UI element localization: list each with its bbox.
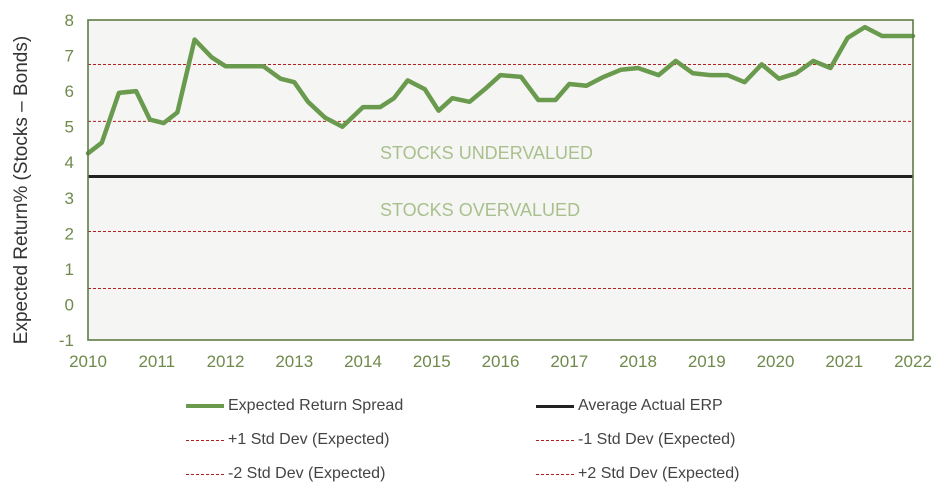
legend-item-expected-return-spread: Expected Return Spread <box>186 397 403 415</box>
chart: STOCKS UNDERVALUED STOCKS OVERVALUED -1 0… <box>11 11 932 371</box>
y-tick-label: 5 <box>65 118 74 137</box>
legend-label: +2 Std Dev (Expected) <box>578 465 740 482</box>
x-tick-label: 2014 <box>344 352 382 371</box>
y-tick-label: -1 <box>59 331 74 350</box>
legend-swatch <box>186 439 224 441</box>
y-axis-label: Expected Return% (Stocks – Bonds) <box>11 36 32 344</box>
y-axis-ticks: -1 0 1 2 3 4 5 6 7 8 <box>59 11 74 350</box>
x-axis-ticks: 2010 2011 2012 2013 2014 2015 2016 2017 2018 2019… <box>69 352 932 371</box>
legend-swatch <box>536 439 574 441</box>
y-tick-label: 8 <box>65 11 74 30</box>
x-tick-label: 2016 <box>482 352 520 371</box>
y-tick-label: 7 <box>65 47 74 66</box>
legend-swatch <box>536 473 574 475</box>
x-tick-label: 2022 <box>894 352 932 371</box>
x-tick-label: 2020 <box>757 352 795 371</box>
legend-label: -2 Std Dev (Expected) <box>228 465 386 482</box>
legend-item-plus-2-std-dev: +2 Std Dev (Expected) <box>536 465 739 483</box>
x-tick-label: 2018 <box>619 352 657 371</box>
stocks-overvalued-label: STOCKS OVERVALUED <box>380 200 580 220</box>
x-tick-label: 2012 <box>207 352 245 371</box>
y-tick-label: 3 <box>65 189 74 208</box>
x-tick-label: 2017 <box>550 352 588 371</box>
legend-label: +1 Std Dev (Expected) <box>228 431 390 448</box>
legend-label: Average Actual ERP <box>578 397 723 414</box>
plot-frame <box>87 19 914 341</box>
y-tick-label: 1 <box>65 260 74 279</box>
legend-item-minus-2-std-dev: -2 Std Dev (Expected) <box>186 465 385 483</box>
x-tick-label: 2013 <box>275 352 313 371</box>
x-tick-label: 2021 <box>825 352 863 371</box>
expected-return-spread-line <box>85 24 916 156</box>
y-tick-label: 0 <box>65 295 74 314</box>
legend-label: -1 Std Dev (Expected) <box>578 431 736 448</box>
y-tick-label: 2 <box>65 224 74 243</box>
y-tick-label: 4 <box>65 153 74 172</box>
plot-area <box>88 20 913 340</box>
legend-item-average-actual-erp: Average Actual ERP <box>536 397 723 415</box>
legend-label: Expected Return Spread <box>228 397 404 414</box>
x-tick-label: 2010 <box>69 352 107 371</box>
x-tick-label: 2011 <box>138 352 175 371</box>
legend-swatch <box>536 404 574 408</box>
stocks-undervalued-label: STOCKS UNDERVALUED <box>380 143 593 163</box>
legend-item-minus-1-std-dev: -1 Std Dev (Expected) <box>536 431 735 449</box>
legend-item-plus-1-std-dev: +1 Std Dev (Expected) <box>186 431 389 449</box>
x-tick-label: 2015 <box>413 352 451 371</box>
y-tick-label: 6 <box>65 82 74 101</box>
legend-swatch <box>186 404 224 408</box>
x-tick-label: 2019 <box>688 352 726 371</box>
legend-swatch <box>186 473 224 475</box>
